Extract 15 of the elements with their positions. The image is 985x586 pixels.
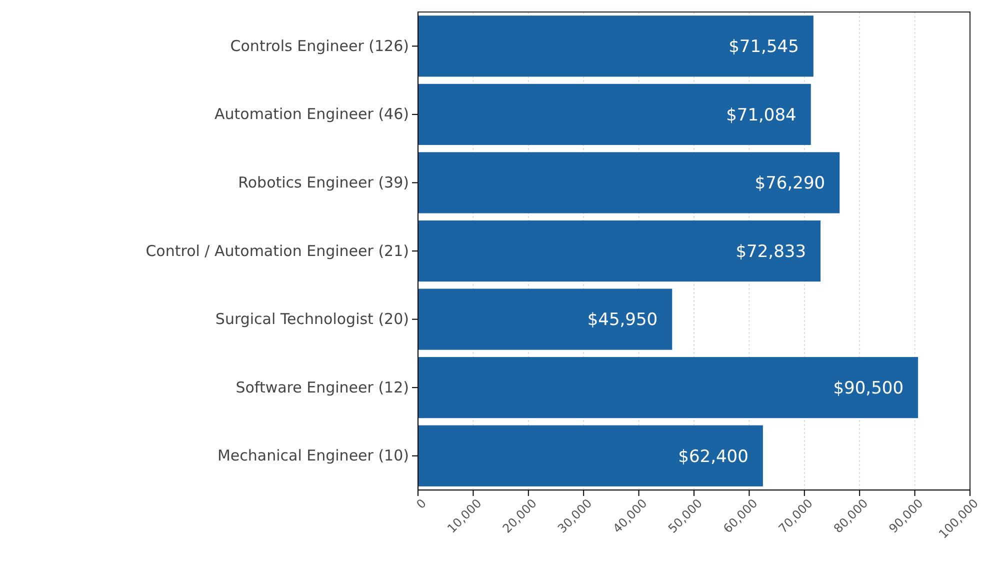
y-tick-label: Software Engineer (12) [236,378,409,396]
y-tick-label: Mechanical Engineer (10) [217,446,409,465]
y-tick-label: Surgical Technologist (20) [215,310,409,328]
y-tick-label: Control / Automation Engineer (21) [146,242,409,260]
data-label: $45,950 [587,310,658,330]
data-label: $62,400 [678,446,748,467]
data-label: $71,545 [728,37,799,58]
y-tick-label: Robotics Engineer (39) [238,174,409,192]
y-tick-label: Controls Engineer (126) [230,36,409,55]
data-label: $71,084 [726,105,796,126]
x-tick-label: 0 [414,496,430,512]
data-label: $76,290 [754,174,826,194]
data-label: $72,833 [736,242,806,262]
y-tick-label: Automation Engineer (46) [214,105,409,124]
data-label: $90,500 [833,378,904,399]
